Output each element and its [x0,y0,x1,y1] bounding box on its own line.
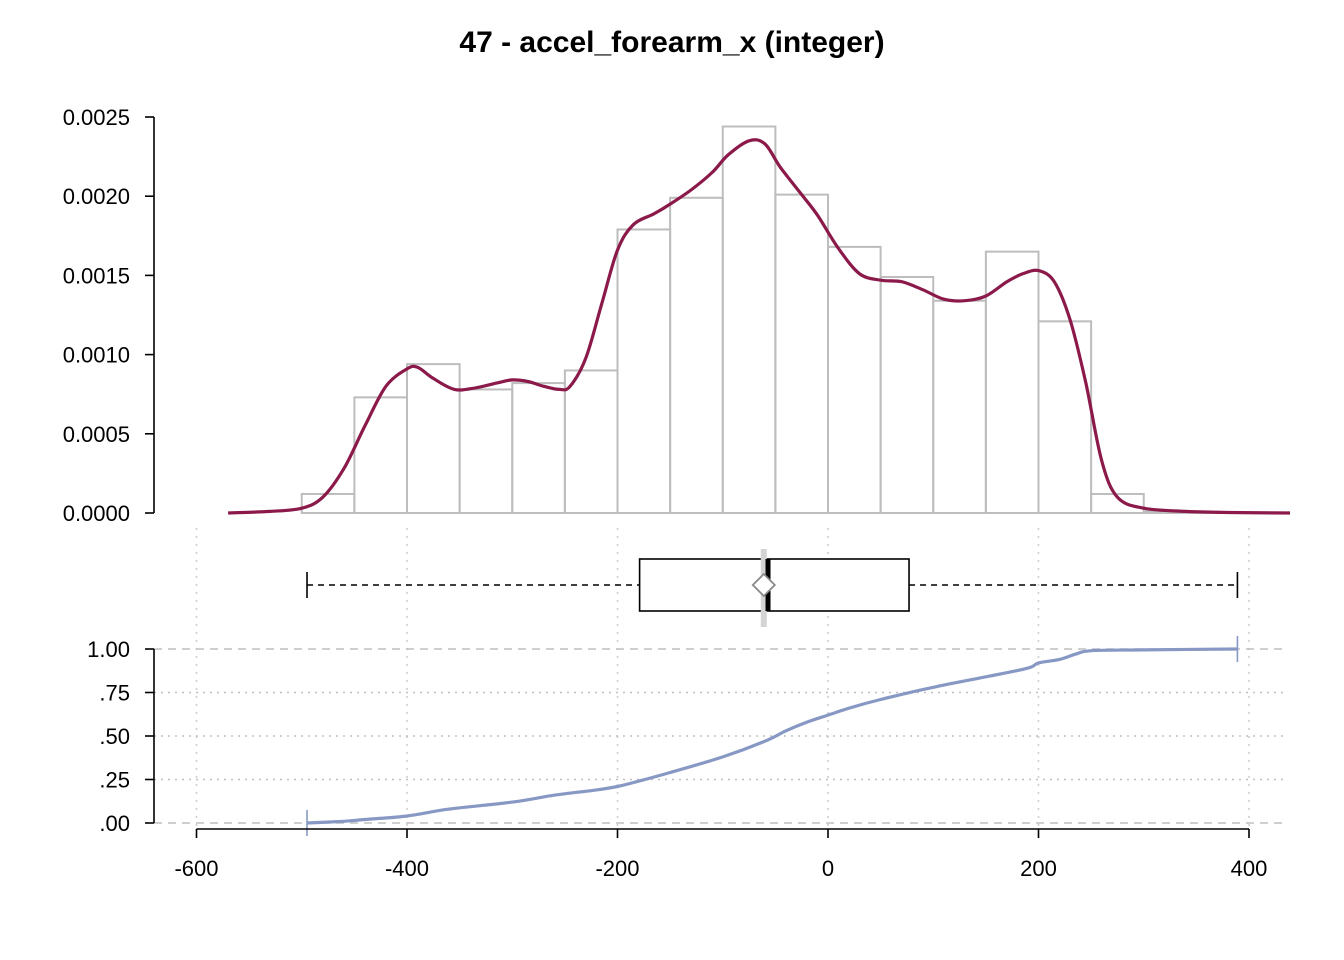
ecdf-grid-lines [154,649,1285,823]
x-tick-label: 400 [1231,856,1268,881]
x-tick-label: -200 [595,856,639,881]
histogram-bar [1039,321,1092,513]
x-tick-label: 200 [1020,856,1057,881]
x-tick-label: -400 [385,856,429,881]
histogram-bar [933,301,986,513]
ecdf-y-tick-label: .25 [99,768,130,793]
ecdf-y-axis: .00 .25 .50 .75 1.00 [87,637,154,836]
histogram-bar [354,397,407,513]
density-curve [228,140,1290,513]
histogram-bar [460,389,513,513]
histogram-bar [775,195,828,513]
histogram-y-tick-label: 0.0010 [63,343,130,368]
ecdf-y-tick-label: .00 [99,811,130,836]
boxplot [307,549,1237,627]
histogram-bar [828,247,881,513]
x-tick-label: -600 [174,856,218,881]
histogram-bars [302,127,1249,513]
ecdf-y-tick-label: 1.00 [87,637,130,662]
histogram-y-tick-label: 0.0000 [63,501,130,526]
histogram-bar [565,370,618,513]
ecdf-y-tick-label: .50 [99,724,130,749]
histogram-bar [407,364,460,513]
x-tick-label: 0 [822,856,834,881]
histogram-bar [618,229,671,513]
chart-title: 47 - accel_forearm_x (integer) [459,26,884,59]
ecdf-y-tick-label: .75 [99,681,130,706]
histogram-bar [302,494,355,513]
histogram-y-tick-label: 0.0005 [63,422,130,447]
histogram-bar [670,198,723,513]
histogram-y-tick-label: 0.0020 [63,184,130,209]
histogram-y-tick-label: 0.0015 [63,263,130,288]
histogram-bar [512,383,565,513]
histogram-bar [881,277,934,513]
histogram-bar [723,127,776,513]
histogram-y-tick-label: 0.0025 [63,105,130,130]
histogram-y-axis: 0.0000 0.0005 0.0010 0.0015 0.0020 0.0025 [63,105,154,526]
ecdf-curve [307,649,1237,823]
x-axis: -600 -400 -200 0 200 400 [174,829,1267,881]
ecdf-endpoint-marks [307,636,1237,836]
